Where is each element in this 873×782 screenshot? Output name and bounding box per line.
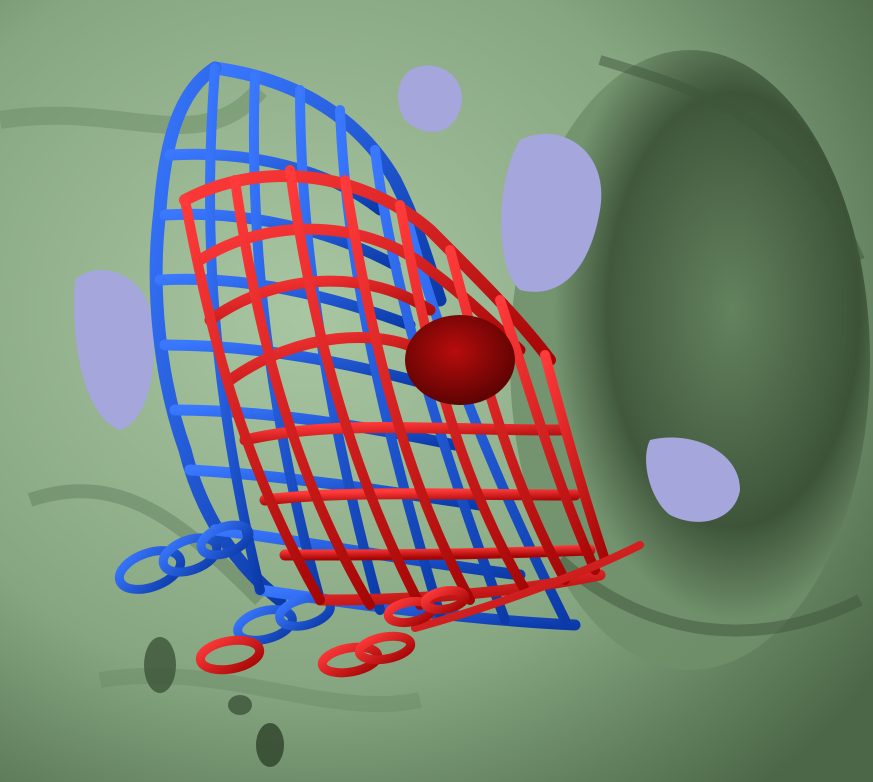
red-dome	[405, 315, 515, 405]
blue-ring-chain	[114, 520, 335, 645]
red-lattice-mesh	[179, 165, 644, 632]
red-ring-chain	[195, 585, 470, 678]
